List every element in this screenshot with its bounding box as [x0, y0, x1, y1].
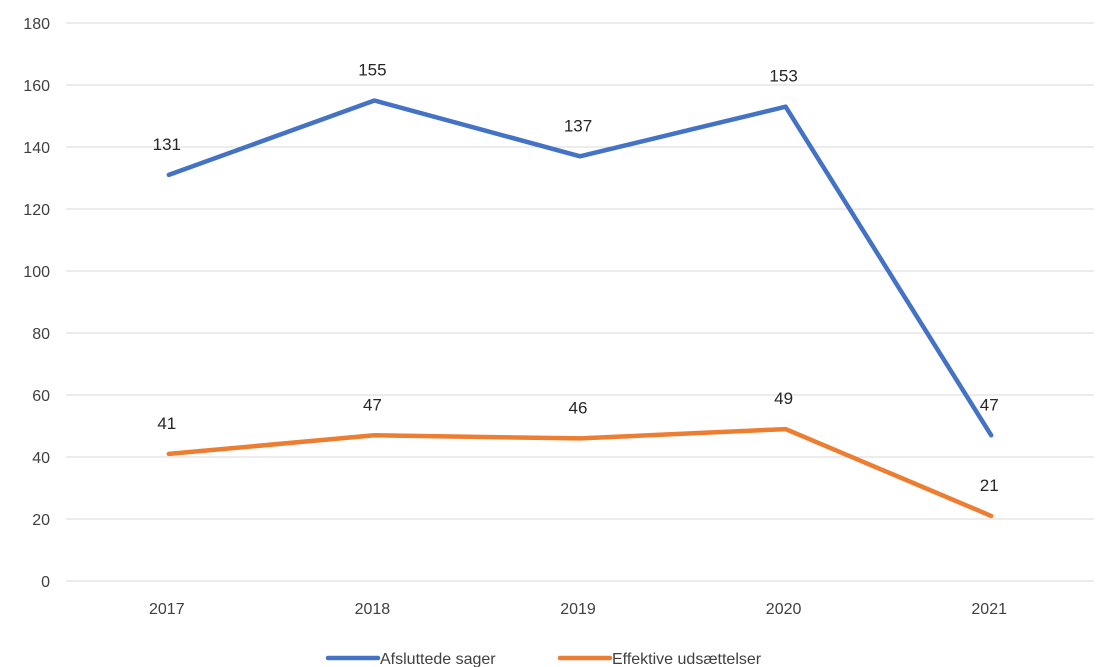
y-tick-label: 140 [23, 140, 50, 157]
y-tick-label: 100 [23, 264, 50, 281]
legend-label: Effektive udsættelser [612, 651, 762, 667]
data-label: 137 [564, 116, 592, 135]
gridlines [66, 22, 1094, 582]
data-label: 131 [153, 135, 181, 154]
y-tick-label: 60 [32, 388, 50, 405]
x-tick-label: 2018 [355, 601, 391, 618]
series-lines [166, 98, 994, 519]
x-tick-label: 2019 [560, 601, 596, 618]
y-tick-label: 160 [23, 78, 50, 95]
y-tick-label: 40 [32, 450, 50, 467]
y-tick-label: 80 [32, 326, 50, 343]
series-line-2 [166, 426, 994, 519]
y-tick-label: 0 [41, 574, 50, 591]
data-label: 21 [980, 476, 999, 495]
y-tick-label: 120 [23, 202, 50, 219]
y-tick-label: 180 [23, 16, 50, 33]
y-axis: 0 20 40 60 80 100 120 140 160 180 [23, 16, 50, 591]
legend: Afsluttede sager Effektive udsættelser [325, 651, 762, 667]
legend-label: Afsluttede sager [380, 651, 496, 667]
data-label: 47 [980, 395, 999, 414]
data-label: 46 [569, 398, 588, 417]
series-line-1 [166, 98, 994, 438]
y-tick-label: 20 [32, 512, 50, 529]
data-label: 49 [774, 389, 793, 408]
data-label: 47 [363, 395, 382, 414]
x-tick-label: 2021 [971, 601, 1007, 618]
x-tick-label: 2017 [149, 601, 185, 618]
data-label: 41 [157, 414, 176, 433]
x-tick-label: 2020 [766, 601, 802, 618]
x-axis: 2017 2018 2019 2020 2021 [149, 601, 1007, 618]
data-labels: 131 155 137 153 47 41 47 46 49 21 [153, 61, 999, 495]
data-label: 153 [769, 67, 797, 86]
data-label: 155 [358, 61, 386, 80]
